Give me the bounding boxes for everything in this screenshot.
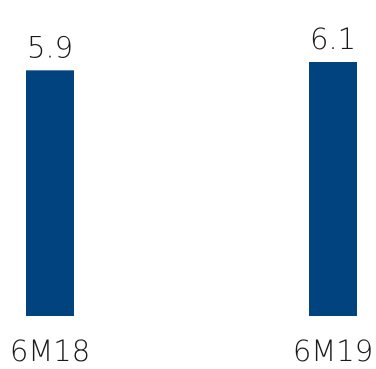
bars-group	[26, 62, 357, 316]
value-labels-group: 5.9 6.1	[27, 22, 356, 64]
value-label-6m18: 5.9	[27, 30, 73, 64]
bar-6m18	[26, 70, 74, 316]
category-label-6m19: 6M19	[293, 334, 373, 368]
category-label-6m18: 6M18	[10, 334, 90, 368]
category-labels-group: 6M18 6M19	[10, 334, 373, 368]
bar-6m19	[309, 62, 357, 316]
value-label-6m19: 6.1	[310, 22, 356, 56]
